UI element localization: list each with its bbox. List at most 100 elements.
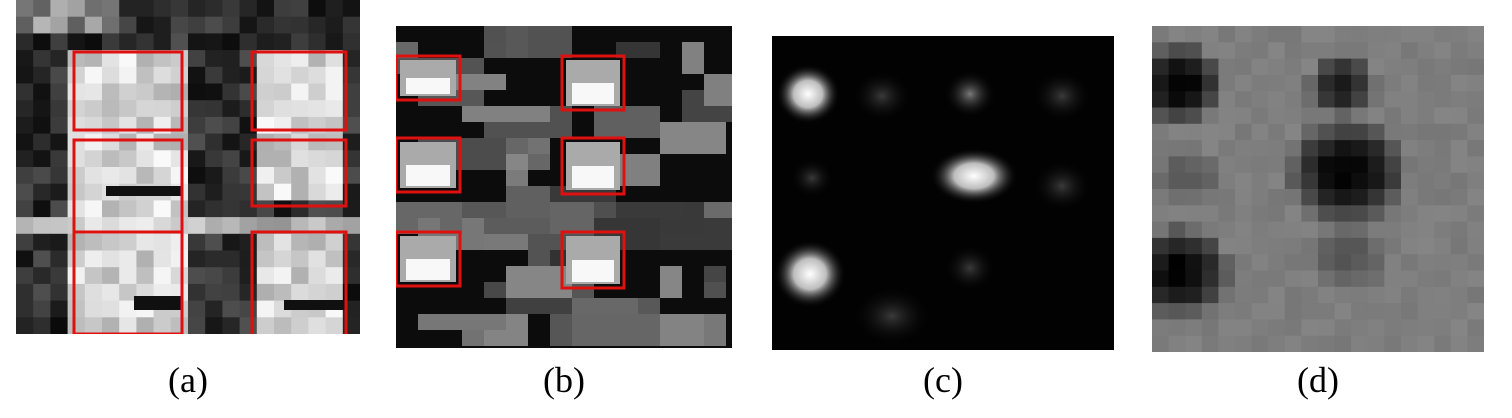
mosaic-cell [153, 150, 172, 168]
mosaic-cell [16, 300, 34, 318]
map-cell [1367, 319, 1385, 337]
mosaic-cell [256, 267, 275, 285]
map-cell [1450, 140, 1468, 157]
map-cell [1235, 335, 1253, 352]
mosaic-cell [325, 116, 344, 135]
map-cell [1284, 303, 1302, 320]
mosaic-cell [188, 317, 206, 334]
mosaic-cell [67, 250, 86, 268]
mosaic-cell [33, 267, 51, 285]
mosaic-cell [153, 217, 172, 235]
map-cell [1450, 91, 1468, 108]
map-cell [1318, 172, 1336, 190]
map-cell [1351, 205, 1369, 223]
mosaic-block [418, 314, 506, 330]
map-cell [1218, 74, 1236, 92]
mosaic-cell [50, 50, 69, 68]
mosaic-cell [205, 200, 223, 218]
mosaic-cell [188, 66, 206, 84]
map-cell [1334, 270, 1352, 288]
mosaic-cell [188, 16, 206, 34]
mosaic-cell [84, 116, 103, 135]
mosaic-cell [119, 233, 137, 251]
mosaic-cell [205, 116, 223, 135]
map-cell [1434, 26, 1452, 43]
map-cell [1417, 91, 1435, 108]
mosaic-cell [239, 33, 258, 51]
map-cell [1284, 26, 1302, 43]
mosaic-cell [188, 50, 206, 68]
mosaic-cell [16, 167, 34, 185]
map-cell [1268, 140, 1286, 157]
mosaic-cell [33, 83, 51, 101]
bright-core [572, 166, 614, 188]
map-cell [1417, 123, 1435, 141]
mosaic-cell [16, 33, 34, 51]
mosaic-cell [274, 83, 292, 101]
map-cell [1251, 123, 1269, 141]
panel-a: (a) [16, 0, 360, 418]
mosaic-cell [67, 317, 86, 334]
mosaic-cell [67, 100, 86, 118]
map-cell [1334, 335, 1352, 352]
mosaic-cell [33, 0, 51, 18]
mosaic-cell [153, 317, 172, 334]
mosaic-cell [308, 116, 327, 135]
mosaic-cell [291, 283, 309, 302]
map-cell [1467, 140, 1484, 157]
map-cell [1268, 270, 1286, 288]
mosaic-cell [325, 16, 344, 34]
map-cell [1168, 107, 1186, 125]
mosaic-cell [50, 200, 69, 218]
mosaic-cell [239, 217, 258, 235]
mosaic-cell [256, 217, 275, 235]
map-cell [1218, 335, 1236, 352]
mosaic-cell [153, 133, 172, 151]
map-cell [1367, 91, 1385, 108]
mosaic-cell [136, 133, 155, 151]
highlight-box [250, 138, 348, 208]
map-cell [1384, 123, 1402, 141]
mosaic-cell [50, 267, 69, 285]
mosaic-cell [291, 200, 309, 218]
mosaic-cell [170, 33, 189, 51]
map-cell [1417, 74, 1435, 92]
mosaic-cell [16, 183, 34, 201]
map-cell [1201, 286, 1219, 304]
map-cell [1334, 221, 1352, 239]
mosaic-cell [153, 83, 172, 101]
mosaic-cell [222, 283, 241, 302]
mosaic-cell [205, 66, 223, 84]
mosaic-cell [274, 183, 292, 201]
mosaic-cell [67, 200, 86, 218]
mosaic-cell [33, 233, 51, 251]
mosaic-cell [170, 250, 189, 268]
map-cell [1318, 140, 1336, 157]
map-cell [1467, 286, 1484, 304]
mosaic-cell [170, 317, 189, 334]
map-cell [1235, 107, 1253, 125]
map-cell [1284, 270, 1302, 288]
mosaic-cell [136, 16, 155, 34]
mosaic-cell [33, 116, 51, 135]
map-cell [1318, 237, 1336, 255]
map-cell [1168, 335, 1186, 352]
mosaic-cell [256, 250, 275, 268]
mosaic-cell [325, 200, 344, 218]
mosaic-cell [222, 16, 241, 34]
map-cell [1384, 172, 1402, 190]
map-cell [1235, 123, 1253, 141]
map-cell [1152, 303, 1170, 320]
mosaic-cell [102, 33, 120, 51]
mosaic-cell [222, 200, 241, 218]
mosaic-cell [188, 250, 206, 268]
map-cell [1417, 205, 1435, 223]
map-cell [1351, 221, 1369, 239]
mosaic-cell [16, 116, 34, 135]
map-cell [1284, 237, 1302, 255]
map-cell [1417, 254, 1435, 271]
map-cell [1434, 303, 1452, 320]
map-cell [1467, 270, 1484, 288]
map-cell [1434, 205, 1452, 223]
mosaic-cell [274, 133, 292, 151]
